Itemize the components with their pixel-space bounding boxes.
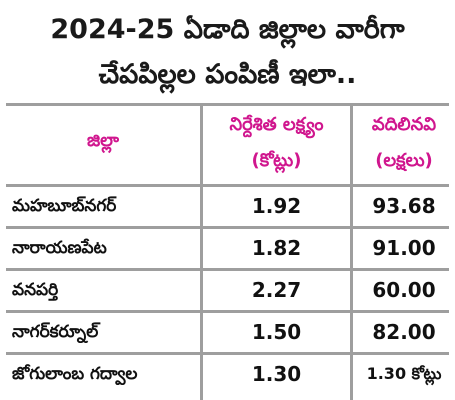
row-5-released: 1.30 కోట్లు [366, 364, 442, 383]
row-divider-2 [6, 268, 449, 271]
headline-line-1: 2024-25 ఏడాది జిల్లాల వారీగా [50, 14, 405, 45]
row-1-released: 93.68 [372, 194, 436, 218]
row-3-district: వనపర్తి [12, 280, 59, 300]
row-1-district: మహబూబ్‌నగర్ [12, 196, 117, 216]
row-4-released: 82.00 [372, 320, 436, 344]
column-divider-1 [200, 106, 203, 400]
table-top-border [6, 103, 449, 106]
row-5-district: జోగులాంబ గద్వాల [12, 364, 138, 384]
column-header-district: జిల్లా [86, 130, 119, 151]
header-bottom-border [6, 184, 449, 187]
row-4-target: 1.50 [251, 320, 302, 344]
row-2-target: 1.82 [251, 236, 302, 260]
row-3-target: 2.27 [251, 278, 302, 302]
row-divider-1 [6, 226, 449, 229]
row-divider-4 [6, 352, 449, 355]
row-3-released: 60.00 [372, 278, 436, 302]
row-1-target: 1.92 [251, 194, 302, 218]
column-header-target-unit: (కోట్లు) [251, 150, 302, 171]
row-divider-3 [6, 310, 449, 313]
column-header-released: వదిలినవి [371, 114, 437, 135]
column-divider-2 [350, 106, 353, 400]
column-header-target: నిర్దేశిత లక్ష్యం [229, 114, 324, 135]
row-4-district: నాగర్‌కర్నూల్ [12, 322, 99, 342]
headline-line-2: చేపపిల్లల పంపిణీ ఇలా.. [98, 59, 357, 90]
row-5-target: 1.30 [251, 362, 302, 386]
row-2-district: నారాయణపేట [12, 238, 107, 258]
row-2-released: 91.00 [372, 236, 436, 260]
column-header-released-unit: (లక్షలు) [375, 150, 433, 171]
